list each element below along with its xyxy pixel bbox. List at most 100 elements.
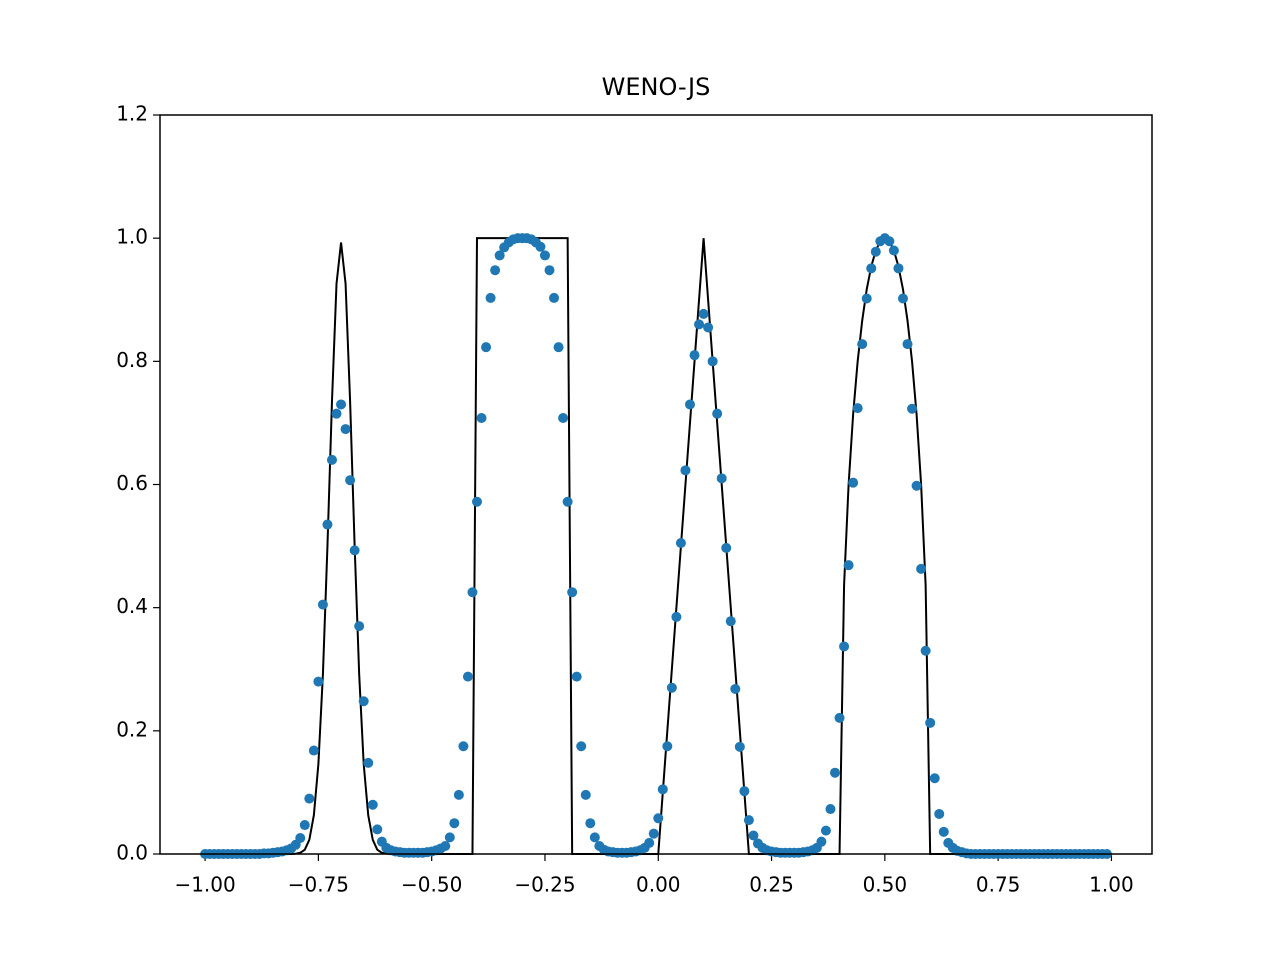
data-point — [929, 773, 940, 784]
data-point — [716, 473, 727, 484]
data-point — [916, 563, 927, 574]
data-point — [907, 403, 918, 414]
data-point — [481, 342, 492, 353]
data-point — [648, 828, 659, 839]
data-point — [444, 832, 455, 843]
data-point — [462, 671, 473, 682]
data-point — [494, 250, 505, 261]
data-point — [440, 840, 451, 851]
data-point — [331, 408, 342, 419]
data-point — [893, 263, 904, 274]
x-tick-label: 0.75 — [976, 873, 1021, 897]
data-point — [467, 587, 478, 598]
y-tick-label: 0.6 — [116, 471, 148, 495]
data-point — [299, 820, 310, 831]
data-point — [920, 645, 931, 656]
data-point — [666, 682, 677, 693]
data-point — [585, 818, 596, 829]
data-point — [707, 356, 718, 367]
data-point — [490, 265, 501, 276]
data-point — [739, 786, 750, 797]
x-tick-label: 1.00 — [1089, 873, 1134, 897]
data-point — [576, 741, 587, 752]
data-point — [476, 412, 487, 423]
data-point — [363, 757, 374, 768]
chart-title: WENO-JS — [602, 73, 711, 101]
x-tick-label: −0.50 — [401, 873, 462, 897]
x-tick-label: 0.50 — [863, 873, 908, 897]
data-point — [857, 339, 868, 350]
data-point — [562, 496, 573, 507]
data-point — [848, 477, 859, 488]
data-point — [684, 399, 695, 410]
data-point — [675, 538, 686, 549]
data-point — [304, 793, 315, 804]
data-point — [345, 475, 356, 486]
data-point — [336, 399, 347, 410]
data-point — [354, 621, 365, 632]
data-point — [725, 616, 736, 627]
data-point — [558, 412, 569, 423]
data-point — [698, 308, 709, 319]
data-point — [816, 836, 827, 847]
data-point — [644, 837, 655, 848]
data-point — [322, 519, 333, 530]
data-point — [580, 789, 591, 800]
x-tick-label: −0.25 — [514, 873, 575, 897]
data-point — [589, 832, 600, 843]
data-point — [680, 465, 691, 476]
data-point — [549, 292, 560, 303]
data-point — [295, 832, 306, 843]
y-tick-label: 0.4 — [116, 594, 148, 618]
data-point — [897, 293, 908, 304]
data-point — [539, 250, 550, 261]
data-point — [571, 671, 582, 682]
data-point — [834, 712, 845, 723]
y-tick-label: 1.0 — [116, 225, 148, 249]
data-point — [748, 830, 759, 841]
data-point — [544, 265, 555, 276]
data-point — [689, 350, 700, 361]
data-point — [925, 717, 936, 728]
data-point — [888, 245, 899, 256]
data-point — [843, 560, 854, 571]
x-tick-label: 0.00 — [636, 873, 681, 897]
data-point — [934, 808, 945, 819]
data-point — [458, 741, 469, 752]
data-point — [317, 599, 328, 610]
data-point — [662, 741, 673, 752]
exact-line — [205, 236, 1112, 855]
data-point — [657, 784, 668, 795]
data-point — [694, 319, 705, 330]
x-tick-label: 0.25 — [749, 873, 794, 897]
data-point — [553, 342, 564, 353]
data-point — [535, 241, 546, 252]
data-point — [730, 683, 741, 694]
data-point — [820, 825, 831, 836]
data-point — [313, 676, 324, 687]
data-point — [453, 789, 464, 800]
x-tick-label: −1.00 — [174, 873, 235, 897]
data-point — [349, 545, 360, 556]
data-point — [734, 741, 745, 752]
data-point — [703, 322, 714, 333]
y-tick-label: 0.0 — [116, 841, 148, 865]
data-point — [830, 767, 841, 778]
data-point — [861, 293, 872, 304]
data-point — [712, 408, 723, 419]
data-point — [326, 454, 337, 465]
data-point — [449, 818, 460, 829]
data-point — [653, 813, 664, 824]
y-tick-label: 0.8 — [116, 348, 148, 372]
data-point — [938, 826, 949, 837]
data-point — [340, 424, 351, 435]
data-point — [367, 799, 378, 810]
data-point — [866, 263, 877, 274]
data-point — [471, 496, 482, 507]
plot-frame — [159, 114, 1153, 855]
data-point — [372, 824, 383, 835]
y-tick-label: 0.2 — [116, 717, 148, 741]
data-point — [852, 403, 863, 414]
